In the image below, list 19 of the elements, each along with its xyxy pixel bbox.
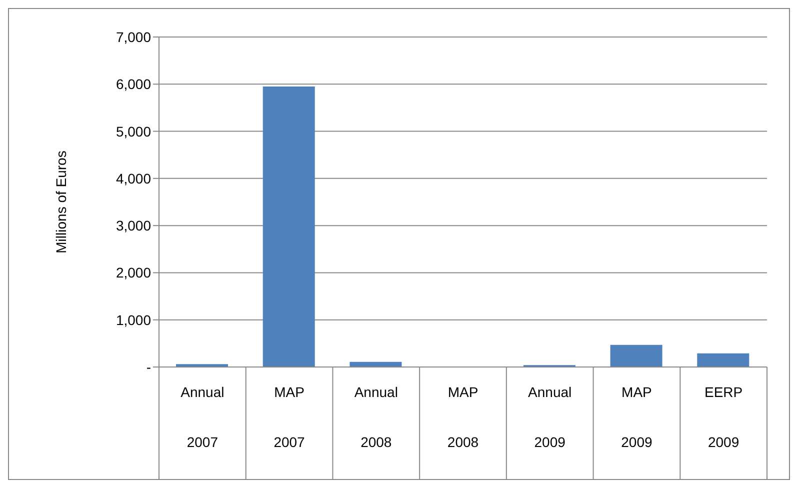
category-label: MAP 2007 <box>274 384 305 450</box>
y-tick-label: 5,000 <box>116 123 152 140</box>
category-label: EERP 2009 <box>704 384 743 450</box>
y-tick-label: 4,000 <box>116 170 152 186</box>
category-label: MAP 2008 <box>447 384 479 450</box>
category-label: Annual 2008 <box>354 384 398 450</box>
y-axis-title: Millions of Euros <box>52 150 69 254</box>
category-label: Annual 2009 <box>528 384 572 450</box>
y-tick-label: 3,000 <box>116 218 152 234</box>
bar <box>610 344 662 367</box>
y-tick-label: 6,000 <box>116 76 152 92</box>
category-label: Annual 2007 <box>180 384 224 450</box>
y-tick-label: 2,000 <box>116 264 152 281</box>
y-tick-label: 1,000 <box>116 312 152 328</box>
bar <box>262 86 315 367</box>
y-tick-label: - <box>146 358 152 375</box>
bar <box>697 353 750 367</box>
y-tick-label: 7,000 <box>116 28 152 45</box>
category-label: MAP 2009 <box>621 384 652 450</box>
